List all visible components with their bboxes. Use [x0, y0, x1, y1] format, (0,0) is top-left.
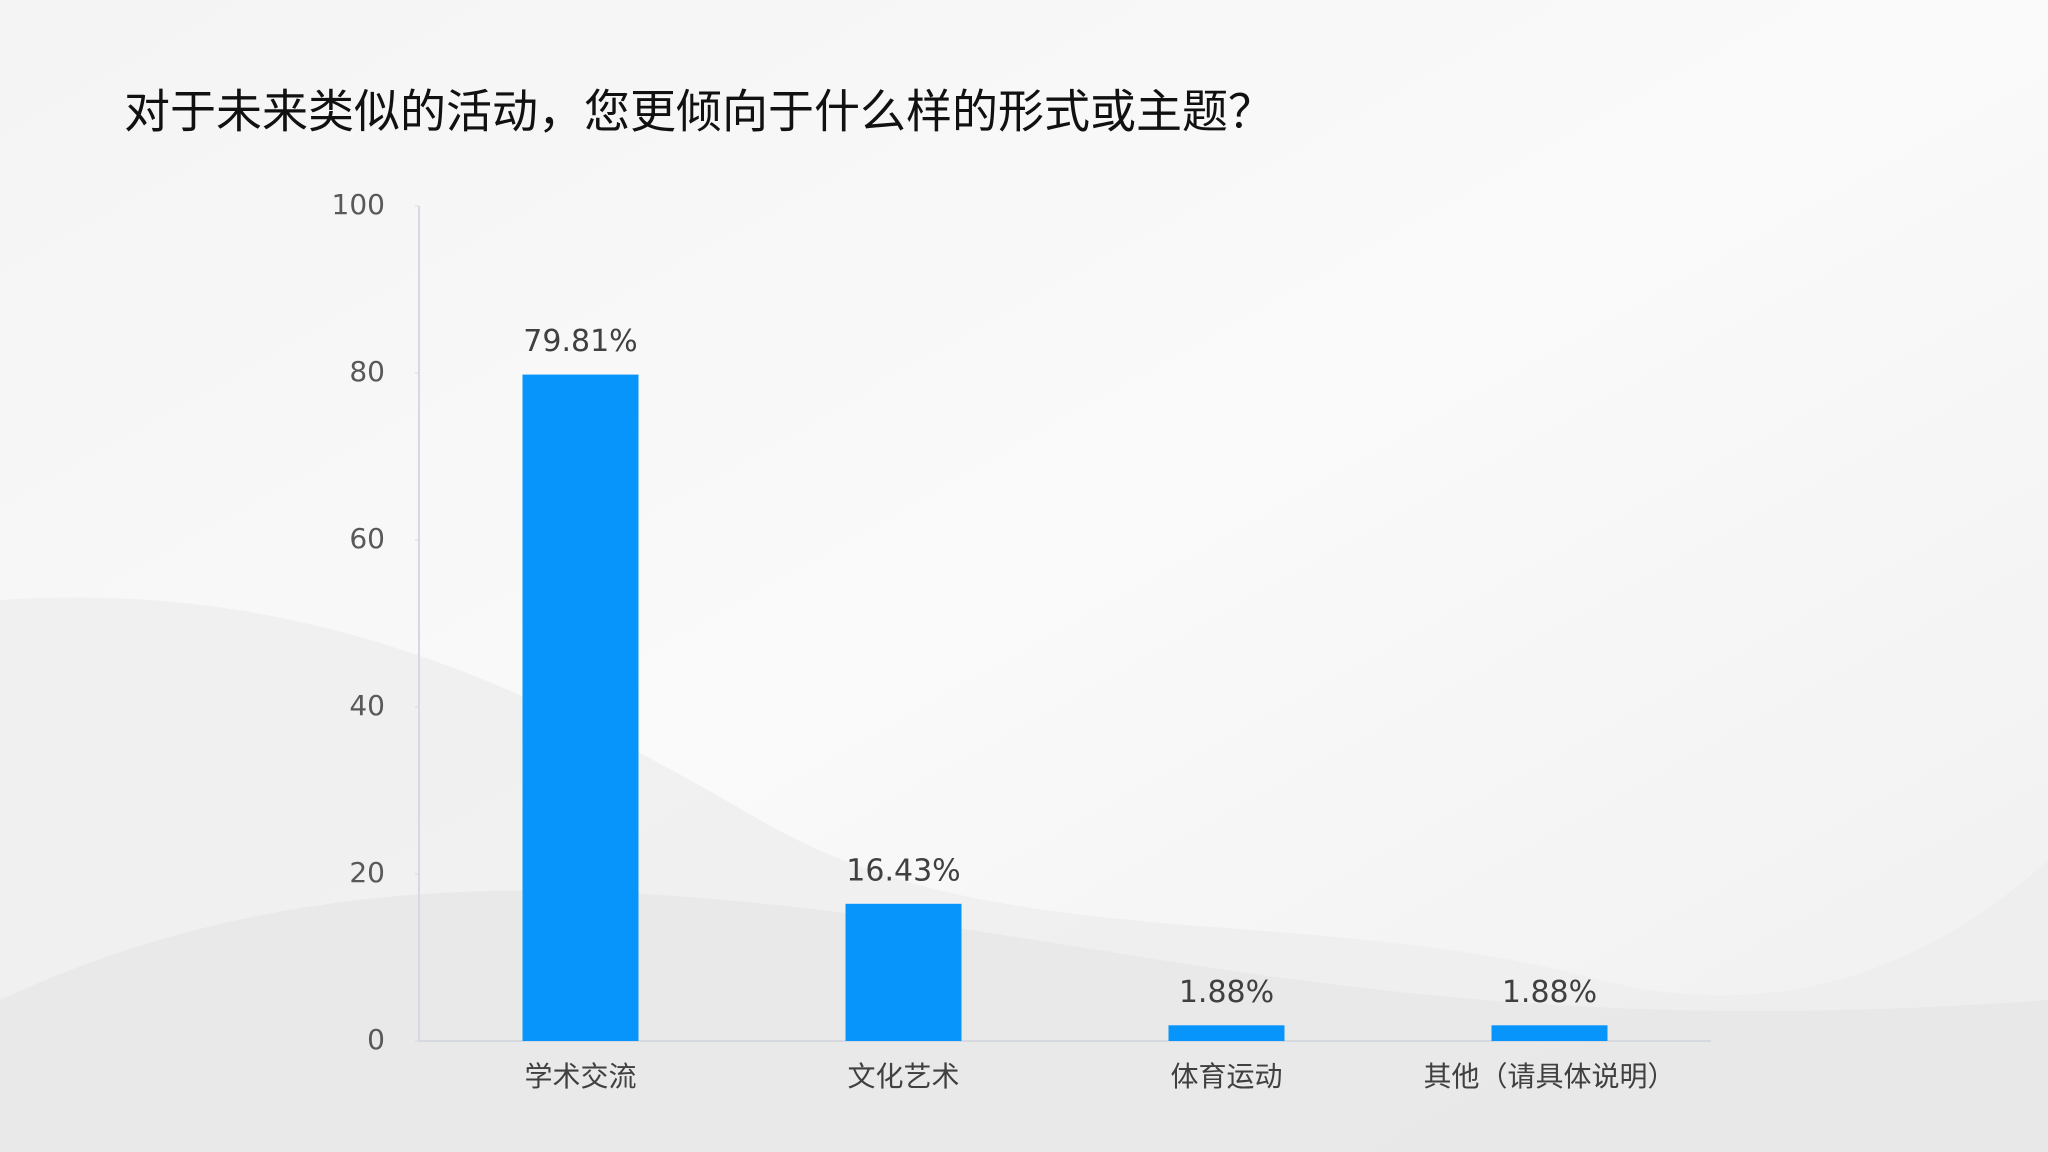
bar [522, 374, 639, 1041]
bar [1168, 1025, 1285, 1041]
background-wave [0, 890, 2048, 1152]
data-label: 16.43% [846, 853, 960, 888]
data-label: 1.88% [1179, 975, 1274, 1010]
chart-title: 对于未来类似的活动，您更倾向于什么样的形式或主题？ [124, 85, 1274, 139]
x-tick-label: 体育运动 [1170, 1060, 1282, 1093]
y-tick-label: 60 [349, 522, 385, 555]
data-label: 79.81% [523, 324, 637, 359]
y-tick-label: 40 [349, 689, 385, 722]
data-label: 1.88% [1502, 975, 1597, 1010]
y-tick-label: 80 [349, 355, 385, 388]
y-tick-label: 0 [367, 1023, 385, 1056]
x-tick-label: 其他（请具体说明） [1423, 1060, 1675, 1093]
bar [1491, 1025, 1608, 1041]
y-tick-label: 20 [349, 856, 385, 889]
x-tick-label: 学术交流 [524, 1060, 636, 1093]
bar [845, 903, 962, 1041]
x-tick-label: 文化艺术 [847, 1060, 959, 1093]
y-tick-label: 100 [332, 188, 385, 221]
